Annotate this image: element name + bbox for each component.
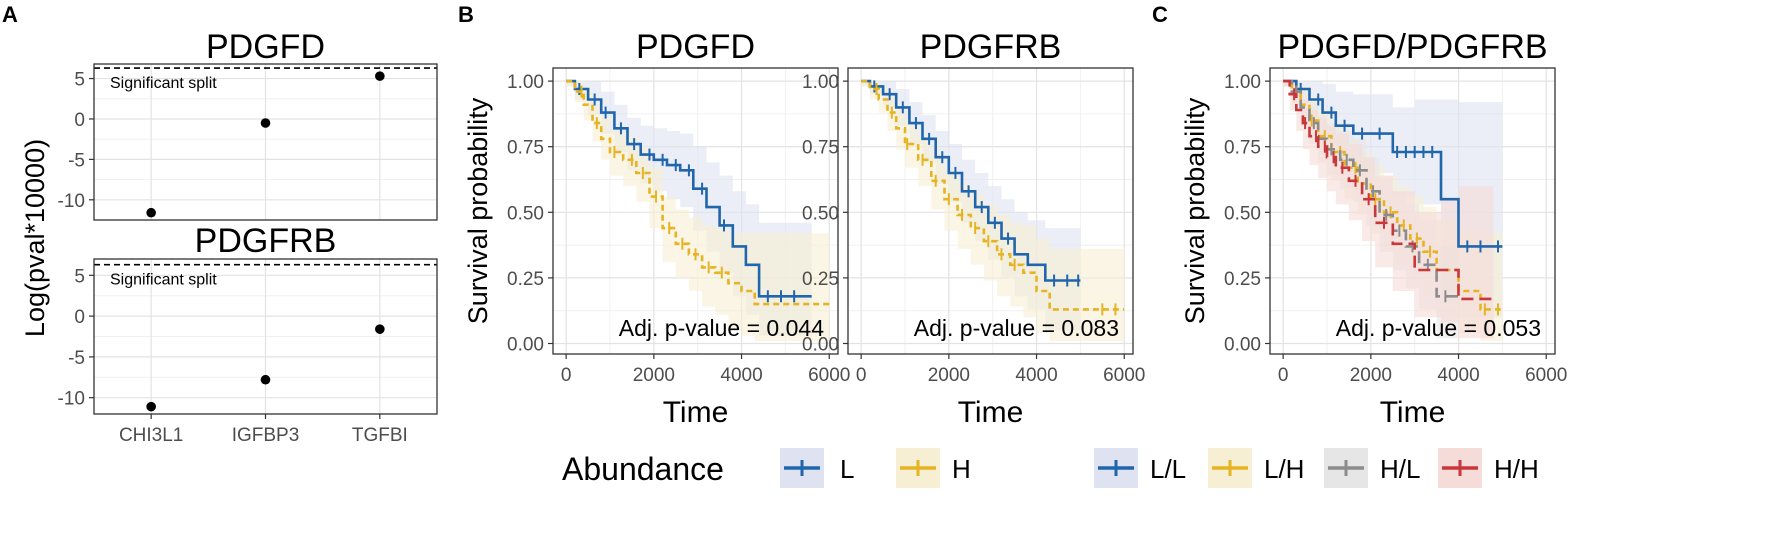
y-tick-label: 0.00 bbox=[507, 335, 544, 356]
x-tick-label: 6000 bbox=[1103, 365, 1145, 386]
x-axis-label: Time bbox=[958, 396, 1024, 429]
y-tick-label: 1.00 bbox=[507, 72, 544, 93]
y-tick-label: 0.75 bbox=[507, 138, 544, 159]
legend-label-h: H bbox=[952, 454, 971, 484]
data-point-igfbp3 bbox=[260, 374, 271, 385]
survival-curve-l bbox=[566, 79, 812, 298]
legend-entry-h: H bbox=[896, 448, 971, 488]
plot-border bbox=[847, 67, 1134, 355]
y-tick-label: -5 bbox=[68, 348, 85, 369]
y-tick-label: -10 bbox=[58, 389, 85, 410]
plot-area bbox=[861, 79, 1125, 341]
y-tick-label: 1.00 bbox=[802, 72, 839, 93]
survival-curve-l-l bbox=[1283, 79, 1503, 248]
chart-combined-survival: 0 2000 4000 6000 0.00 0.25 0.50 0.75 1.00 Adj. p-… bbox=[1180, 28, 1567, 429]
x-tick-label: 4000 bbox=[720, 365, 762, 386]
x-tick-label: IGFBP3 bbox=[232, 425, 300, 446]
legend-label-h-l: H/L bbox=[1380, 454, 1420, 484]
plot-border bbox=[552, 67, 839, 355]
panel-label-a: A bbox=[2, 2, 18, 27]
pvalue-annotation: Adj. p-value = 0.083 bbox=[914, 315, 1119, 341]
x-tick-label: 0 bbox=[856, 365, 867, 386]
survival-curve-h-h bbox=[1283, 79, 1494, 301]
x-tick-label: 2000 bbox=[1350, 365, 1392, 386]
significance-threshold-label: Significant split bbox=[110, 272, 217, 289]
x-tick-label: 2000 bbox=[928, 365, 970, 386]
x-axis-label: Time bbox=[1380, 396, 1446, 429]
pvalue-annotation: Adj. p-value = 0.044 bbox=[619, 315, 824, 341]
chart-title: PDGFD bbox=[636, 28, 755, 66]
y-tick-label: -5 bbox=[68, 150, 85, 171]
chart-pdgfd-split-pvalues: -10 -5 0 5 Significant split PDGFD bbox=[58, 28, 438, 221]
plot-border bbox=[1269, 67, 1556, 355]
chart-title: PDGFD bbox=[206, 28, 325, 66]
chart-title: PDGFRB bbox=[920, 28, 1062, 66]
data-point-tgfbi bbox=[375, 71, 385, 81]
y-tick-label: 0.25 bbox=[1224, 269, 1261, 290]
x-tick-label: 6000 bbox=[1525, 365, 1567, 386]
y-tick-label: 0.75 bbox=[1224, 138, 1261, 159]
confidence-band-h bbox=[861, 81, 1125, 341]
confidence-band-h-h bbox=[1283, 81, 1494, 339]
y-tick-label: 0.00 bbox=[1224, 335, 1261, 356]
chart-title: PDGFD/PDGFRB bbox=[1277, 28, 1547, 66]
y-tick-label: 0 bbox=[74, 110, 85, 131]
y-tick-label: 0.50 bbox=[1224, 203, 1261, 224]
x-tick-label: 0 bbox=[561, 365, 572, 386]
chart-pdgfrb-survival: 0 2000 4000 6000 0.00 0.25 0.50 0.75 1.00 Adj. p-… bbox=[802, 28, 1145, 429]
y-tick-label: 0.25 bbox=[507, 269, 544, 290]
legend-entry-l: L bbox=[780, 448, 854, 488]
legend-label-l-l: L/L bbox=[1150, 454, 1186, 484]
chart-pdgfd-survival: 0 2000 4000 6000 0.00 0.25 0.50 0.75 1.00 Adj. p-… bbox=[463, 28, 850, 429]
plot-area bbox=[566, 79, 830, 341]
panel-a-ylabel: Log(pval*10000) bbox=[20, 139, 50, 337]
data-point-chi3l1 bbox=[146, 401, 156, 412]
x-tick-label: 4000 bbox=[1015, 365, 1057, 386]
chart-title: PDGFRB bbox=[195, 222, 337, 260]
chart-pdgfrb-split-pvalues: -10 -5 0 5 Significant split PDGFRB CHI3L1 IGFB… bbox=[58, 222, 438, 446]
x-tick-label: CHI3L1 bbox=[119, 425, 183, 446]
panel-label-b: B bbox=[458, 2, 474, 27]
x-tick-label: 2000 bbox=[633, 365, 675, 386]
y-tick-label: 0.50 bbox=[802, 203, 839, 224]
plot-border bbox=[93, 63, 438, 221]
legend-abundance: Abundance L H bbox=[562, 448, 971, 488]
legend-entry-h-l: H/L bbox=[1324, 448, 1420, 488]
x-tick-label: 0 bbox=[1278, 365, 1289, 386]
legend-label-h-h: H/H bbox=[1494, 454, 1539, 484]
data-point-igfbp3 bbox=[260, 118, 271, 128]
x-tick-label: 4000 bbox=[1437, 365, 1479, 386]
x-axis-label: Time bbox=[663, 396, 729, 429]
y-axis-label: Survival probability bbox=[1180, 97, 1210, 324]
data-point-tgfbi bbox=[375, 324, 385, 334]
y-tick-label: 0.25 bbox=[802, 269, 839, 290]
panel-label-c: C bbox=[1152, 2, 1168, 27]
y-tick-label: 1.00 bbox=[1224, 72, 1261, 93]
y-tick-label: -10 bbox=[58, 191, 85, 212]
x-tick-label: TGFBI bbox=[352, 425, 408, 446]
survival-curve-h bbox=[861, 79, 1125, 311]
legend-abundance-title: Abundance bbox=[562, 451, 724, 487]
legend-combined: L/L L/H H/L H/H bbox=[1094, 448, 1539, 488]
y-tick-label: 0 bbox=[74, 307, 85, 328]
confidence-band-h bbox=[566, 81, 830, 341]
data-point-chi3l1 bbox=[146, 207, 156, 218]
y-tick-label: 0.50 bbox=[507, 203, 544, 224]
legend-label-l-h: L/H bbox=[1264, 454, 1304, 484]
y-tick-label: 0.00 bbox=[802, 335, 839, 356]
legend-entry-l-l: L/L bbox=[1094, 448, 1186, 488]
y-tick-label: 5 bbox=[74, 70, 85, 91]
y-tick-label: 0.75 bbox=[802, 138, 839, 159]
pvalue-annotation: Adj. p-value = 0.053 bbox=[1336, 315, 1541, 341]
plot-area bbox=[1283, 79, 1503, 341]
y-tick-label: 5 bbox=[74, 266, 85, 287]
significance-threshold-label: Significant split bbox=[110, 75, 217, 92]
legend-entry-h-h: H/H bbox=[1438, 448, 1539, 488]
survival-curve-l-h bbox=[1283, 79, 1503, 311]
x-tick-label: 6000 bbox=[808, 365, 850, 386]
y-axis-label: Survival probability bbox=[463, 97, 493, 324]
legend-label-l: L bbox=[840, 454, 854, 484]
legend-entry-l-h: L/H bbox=[1208, 448, 1304, 488]
